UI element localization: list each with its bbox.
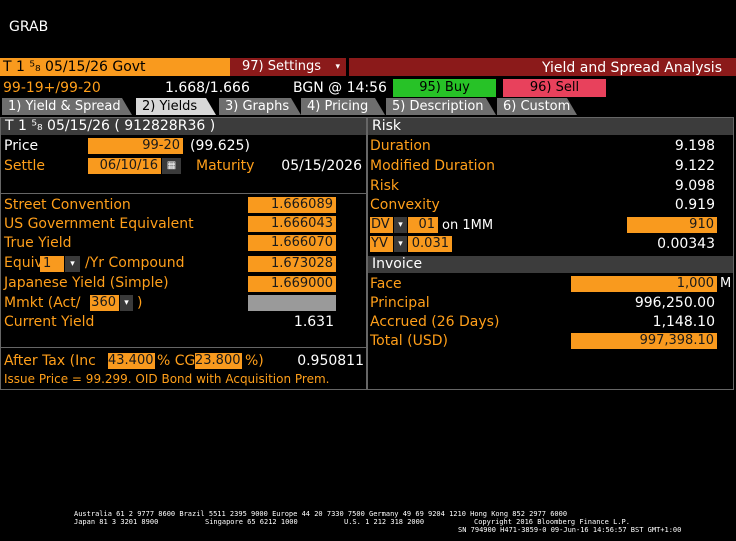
footer-copyright: Copyright 2016 Bloomberg Finance L.P. bbox=[474, 518, 630, 526]
tab-yields[interactable]: 2) Yields bbox=[136, 98, 216, 115]
divider bbox=[0, 347, 367, 348]
compound-yield-input[interactable]: 1.673028 bbox=[248, 256, 336, 272]
footer-us: U.S. 1 212 318 2000 bbox=[344, 518, 425, 526]
calendar-icon[interactable]: ▦ bbox=[162, 158, 181, 174]
cg-label: % CG bbox=[157, 353, 196, 369]
security-name: T 1 ⁵₈ 05/15/26 Govt bbox=[0, 58, 230, 76]
face-unit: M bbox=[720, 276, 732, 291]
dv-on-label: on 1MM bbox=[442, 218, 494, 233]
mmkt-label: Mmkt (Act/ bbox=[4, 295, 81, 311]
equiv-frequency-input[interactable]: 1 bbox=[40, 256, 64, 272]
us-gov-equivalent-input[interactable]: 1.666043 bbox=[248, 216, 336, 232]
street-convention-input[interactable]: 1.666089 bbox=[248, 197, 336, 213]
dv-value-field[interactable]: 910 bbox=[627, 217, 717, 233]
pricing-source: BGN @ 14:56 bbox=[293, 80, 387, 96]
tab-graphs[interactable]: 3) Graphs bbox=[219, 98, 301, 115]
settings-button[interactable]: 97) Settings ▾ bbox=[230, 58, 346, 76]
price-decimal: (99.625) bbox=[190, 138, 250, 154]
risk-header: Risk bbox=[368, 118, 733, 135]
chevron-down-icon[interactable]: ▾ bbox=[394, 217, 407, 233]
price-label: Price bbox=[4, 138, 39, 154]
convexity-label: Convexity bbox=[370, 197, 440, 213]
mmkt-basis-input[interactable]: 360 bbox=[90, 295, 119, 311]
street-convention-label: Street Convention bbox=[4, 197, 131, 213]
footer-singapore: Singapore 65 6212 1000 bbox=[205, 518, 298, 526]
current-yield-label: Current Yield bbox=[4, 314, 95, 330]
current-yield-value: 1.631 bbox=[293, 314, 334, 330]
tab-description[interactable]: 5) Description bbox=[386, 98, 496, 115]
dv-amount-input[interactable]: 01 bbox=[408, 217, 438, 233]
equiv-label: Equiv bbox=[4, 255, 43, 271]
cg-tax-input[interactable]: 23.800 bbox=[195, 353, 242, 369]
risk-label: Risk bbox=[370, 178, 400, 194]
risk-invoice-panel bbox=[367, 117, 734, 390]
duration-label: Duration bbox=[370, 138, 431, 154]
maturity-value: 05/15/2026 bbox=[281, 158, 362, 174]
true-yield-label: True Yield bbox=[4, 235, 72, 251]
us-gov-equivalent-label: US Government Equivalent bbox=[4, 216, 194, 232]
yields-panel bbox=[0, 117, 367, 390]
buy-button[interactable]: 95) Buy bbox=[393, 79, 496, 97]
compound-label: /Yr Compound bbox=[85, 255, 185, 271]
analysis-title: Yield and Spread Analysis bbox=[349, 58, 736, 76]
yv-selector[interactable]: YV bbox=[370, 236, 393, 252]
japanese-yield-input[interactable]: 1.669000 bbox=[248, 276, 336, 292]
issue-note: Issue Price = 99.299. OID Bond with Acqu… bbox=[4, 372, 330, 386]
japanese-yield-label: Japanese Yield (Simple) bbox=[4, 275, 169, 291]
face-input[interactable]: 1,000 bbox=[571, 276, 717, 292]
principal-value: 996,250.00 bbox=[634, 295, 715, 311]
accrued-value: 1,148.10 bbox=[652, 314, 715, 330]
true-yield-input[interactable]: 1.666070 bbox=[248, 235, 336, 251]
invoice-header: Invoice bbox=[368, 256, 733, 273]
tab-yield-spread[interactable]: 1) Yield & Spread bbox=[2, 98, 132, 115]
duration-value: 9.198 bbox=[674, 138, 715, 154]
yv-amount-input[interactable]: 0.031 bbox=[408, 236, 452, 252]
maturity-label: Maturity bbox=[196, 158, 255, 174]
price-input[interactable]: 99-20 bbox=[88, 138, 183, 154]
chevron-down-icon: ▾ bbox=[335, 62, 340, 72]
chevron-down-icon[interactable]: ▾ bbox=[394, 236, 407, 252]
mmkt-close: ) bbox=[137, 295, 143, 311]
window-title: GRAB bbox=[9, 19, 49, 35]
bid-ask-yield: 1.668/1.666 bbox=[165, 80, 250, 96]
dv-selector[interactable]: DV bbox=[370, 217, 393, 233]
after-tax-yield-value: 0.950811 bbox=[297, 353, 364, 369]
sell-button[interactable]: 96) Sell bbox=[503, 79, 606, 97]
yv-value: 0.00343 bbox=[657, 236, 715, 252]
total-value-field[interactable]: 997,398.10 bbox=[571, 333, 717, 349]
income-tax-input[interactable]: 43.400 bbox=[108, 353, 155, 369]
modified-duration-value: 9.122 bbox=[674, 158, 715, 174]
footer-contacts-line1: Australia 61 2 9777 8600 Brazil 5511 239… bbox=[74, 510, 568, 518]
chevron-down-icon[interactable]: ▾ bbox=[120, 295, 133, 311]
face-label: Face bbox=[370, 276, 402, 292]
accrued-label: Accrued (26 Days) bbox=[370, 314, 500, 330]
tab-pricing[interactable]: 4) Pricing bbox=[301, 98, 385, 115]
tab-custom[interactable]: 6) Custom bbox=[497, 98, 577, 115]
footer-session: SN 794900 H471-3859-0 09-Jun-16 14:56:57… bbox=[458, 526, 682, 534]
chevron-down-icon[interactable]: ▾ bbox=[65, 256, 80, 272]
principal-label: Principal bbox=[370, 295, 430, 311]
settle-label: Settle bbox=[4, 158, 45, 174]
modified-duration-label: Modified Duration bbox=[370, 158, 495, 174]
total-label: Total (USD) bbox=[370, 333, 448, 349]
convexity-value: 0.919 bbox=[674, 197, 715, 213]
bid-ask-price: 99-19+/99-20 bbox=[3, 80, 101, 96]
mmkt-yield-input[interactable] bbox=[248, 295, 336, 311]
risk-value: 9.098 bbox=[674, 178, 715, 194]
settle-date-input[interactable]: 06/10/16 bbox=[88, 158, 161, 174]
after-tax-label: After Tax (Inc bbox=[4, 353, 96, 369]
security-header: T 1 ⁵₈ 05/15/26 ( 912828R36 ) bbox=[1, 118, 366, 135]
after-tax-close: %) bbox=[245, 353, 264, 369]
footer-japan: Japan 81 3 3201 8900 bbox=[74, 518, 159, 526]
settings-label: 97) Settings bbox=[242, 59, 322, 74]
divider bbox=[0, 193, 367, 194]
